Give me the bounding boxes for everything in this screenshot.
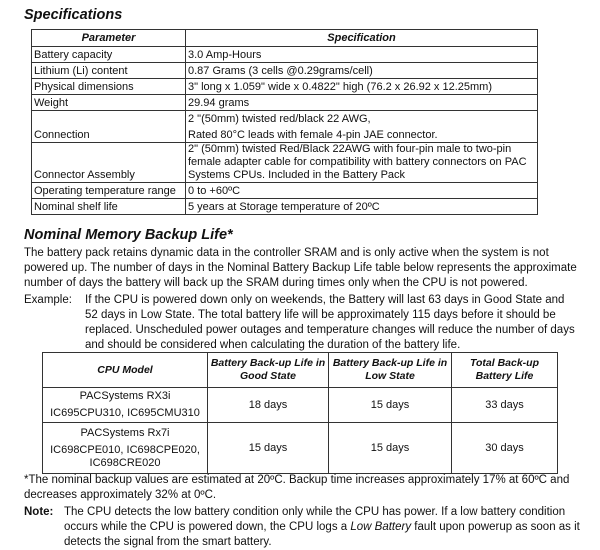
specifications-table: Parameter Specification Battery capacity…: [31, 29, 538, 215]
specification-cell: 0 to +60ºC: [185, 182, 538, 199]
column-header: Battery Back-up Life in Good State: [207, 352, 329, 388]
specification-line: 2" (50mm) twisted Red/Black 22AWG with f…: [188, 143, 527, 181]
table-row: Battery capacity 3.0 Amp-Hours: [31, 46, 538, 63]
cpu-model-line: PACSystems Rx7i: [80, 426, 170, 439]
specification-line: 0.87 Grams (3 cells @0.29grams/cell): [188, 65, 373, 77]
total-life-cell: 33 days: [451, 387, 558, 423]
note-text: The CPU detects the low battery conditio…: [64, 506, 566, 533]
column-header: CPU Model: [42, 352, 208, 388]
example-label: Example:: [24, 294, 72, 306]
cpu-model-cell: PACSystems Rx7i IC698CPE010, IC698CPE020,…: [42, 422, 208, 474]
specification-cell: 3" long x 1.059" wide x 0.4822" high (76…: [185, 78, 538, 95]
specification-line: 0 to +60ºC: [188, 185, 241, 197]
intro-paragraph: The battery pack retains dynamic data in…: [24, 247, 577, 289]
footnote: *The nominal backup values are estimated…: [24, 474, 570, 501]
parameter-cell: Lithium (Li) content: [31, 62, 186, 79]
table-row: Physical dimensions 3" long x 1.059" wide…: [31, 78, 538, 95]
good-life-cell: 15 days: [207, 422, 329, 474]
cpu-model-line: PACSystems RX3i: [79, 390, 171, 402]
specification-line: 3" long x 1.059" wide x 0.4822" high (76…: [188, 81, 493, 93]
note-emphasis: Low Battery: [350, 521, 412, 533]
backup-life-table: CPU Model Battery Back-up Life in Good S…: [42, 352, 558, 474]
table-row: Operating temperature range 0 to +60ºC: [31, 182, 538, 199]
table-row: Connector Assembly 2" (50mm) twisted Red/…: [31, 142, 538, 183]
column-header: Specification: [185, 29, 538, 47]
note-label: Note:: [24, 506, 54, 518]
table-row: PACSystems RX3i IC695CPU310, IC695CMU310 1…: [42, 387, 558, 423]
specification-line: 29.94 grams: [188, 97, 250, 109]
specification-cell: 2 "(50mm) twisted red/black 22 AWG, Rated…: [185, 110, 538, 143]
column-header: Total Back-up Battery Life: [451, 352, 558, 388]
parameter-cell: Operating temperature range: [31, 182, 186, 199]
low-life-cell: 15 days: [328, 387, 452, 423]
parameter-cell: Weight: [31, 94, 186, 111]
note-paragraph: The CPU detects the low battery conditio…: [64, 505, 584, 550]
specification-cell: 29.94 grams: [185, 94, 538, 111]
specification-cell: 3.0 Amp-Hours: [185, 46, 538, 63]
specification-cell: 0.87 Grams (3 cells @0.29grams/cell): [185, 62, 538, 79]
table-row: PACSystems Rx7i IC698CPE010, IC698CPE020,…: [42, 422, 558, 474]
parameter-cell: Physical dimensions: [31, 78, 186, 95]
column-header: Parameter: [31, 29, 186, 47]
table-row: Weight 29.94 grams: [31, 94, 538, 111]
low-life-cell: 15 days: [328, 422, 452, 474]
table-row: Lithium (Li) content 0.87 Grams (3 cells…: [31, 62, 538, 79]
cpu-model-line: IC698CPE010, IC698CPE020, IC698CRE020: [50, 443, 200, 469]
table-row: Connection 2 "(50mm) twisted red/black 22…: [31, 110, 538, 143]
table-header-row: CPU Model Battery Back-up Life in Good S…: [42, 352, 558, 388]
specification-cell: 5 years at Storage temperature of 20ºC: [185, 198, 538, 215]
specification-cell: 2" (50mm) twisted Red/Black 22AWG with f…: [185, 142, 538, 183]
cpu-model-line: IC695CPU310, IC695CMU310: [50, 407, 200, 419]
total-life-cell: 30 days: [451, 422, 558, 474]
parameter-cell: Connector Assembly: [31, 142, 186, 183]
good-life-cell: 18 days: [207, 387, 329, 423]
example-paragraph: If the CPU is powered down only on weeke…: [85, 294, 575, 351]
specification-line: 5 years at Storage temperature of 20ºC: [188, 201, 380, 213]
specifications-heading: Specifications: [24, 7, 123, 23]
table-row: Nominal shelf life 5 years at Storage te…: [31, 198, 538, 215]
parameter-cell: Nominal shelf life: [31, 198, 186, 215]
parameter-cell: Battery capacity: [31, 46, 186, 63]
table-header-row: Parameter Specification: [31, 29, 538, 47]
cpu-model-cell: PACSystems RX3i IC695CPU310, IC695CMU310: [42, 387, 208, 423]
backup-life-heading: Nominal Memory Backup Life*: [24, 227, 233, 243]
specification-line: Rated 80°C leads with female 4-pin JAE c…: [188, 129, 438, 141]
parameter-cell: Connection: [31, 110, 186, 143]
specification-line: 3.0 Amp-Hours: [188, 49, 262, 61]
specification-line: 2 "(50mm) twisted red/black 22 AWG,: [188, 113, 371, 125]
column-header: Battery Back-up Life in Low State: [328, 352, 452, 388]
